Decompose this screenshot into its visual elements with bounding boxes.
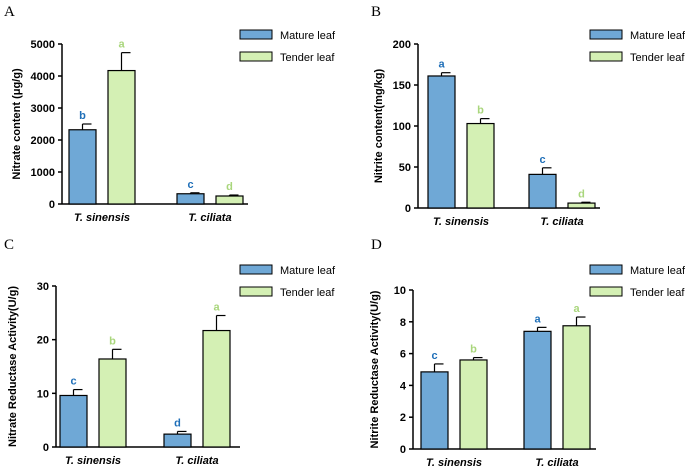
legend-label: Mature leaf [280,265,336,277]
mature-leaf-bar [528,173,557,209]
category-label: T. ciliata [540,216,583,228]
legend: Mature leaf Tender leaf [589,264,685,299]
y-tick-label: 5000 [31,39,55,51]
chart-panel-b: B 0 50 100 150 200 Nitrite content(mg/kg) a b T. … [371,4,685,228]
significance-letter: b [109,335,116,347]
y-axis-title: Nitrate Reductase Activity(U/g) [7,286,19,447]
legend-swatch-tender [589,286,623,297]
legend-label: Tender leaf [630,52,685,64]
legend-swatch-mature [589,29,623,40]
significance-letter: a [573,303,580,315]
tender-leaf-bar [202,329,231,448]
y-axis-title: Nitrite Reductase Activity(U/g) [369,290,381,448]
y-tick-label: 10 [394,285,406,297]
mature-leaf-bar [427,75,456,209]
y-tick-label: 0 [49,199,55,211]
legend-label: Tender leaf [630,287,685,299]
tender-leaf-bar [107,69,136,205]
significance-letter: c [431,350,437,362]
tender-leaf-bar [215,195,244,205]
panel-letter: A [4,4,15,20]
y-tick-label: 20 [37,335,49,347]
category-label: T. ciliata [188,212,231,224]
y-tick-label: 150 [393,80,411,92]
significance-letter: c [539,154,545,166]
significance-letter: d [578,188,585,200]
legend-label: Tender leaf [280,287,335,299]
tender-leaf-bar [562,325,591,450]
mature-leaf-bar [163,433,192,448]
panel-letter: D [371,237,382,253]
y-tick-label: 30 [37,281,49,293]
y-tick-label: 2 [400,412,406,424]
significance-letter: b [79,110,86,122]
mature-leaf-bar [420,371,449,450]
tender-leaf-bar [459,359,488,450]
y-tick-label: 0 [400,444,406,456]
legend-swatch-mature [239,264,273,275]
y-tick-label: 0 [405,203,411,215]
tender-leaf-bar [567,202,596,209]
legend-label: Mature leaf [630,30,685,42]
significance-letter: c [70,376,76,388]
significance-letter: b [470,344,477,356]
legend-label: Tender leaf [280,52,335,64]
significance-letter: d [226,181,233,193]
legend: Mature leaf Tender leaf [589,29,685,64]
mature-leaf-bar [176,193,205,205]
legend-swatch-tender [589,51,623,62]
y-tick-label: 1000 [31,167,55,179]
panel-letter: C [4,237,14,253]
chart-panel-d: D 0 2 4 6 8 10 Nitrite Reductase Activity(U/g) c… [369,237,685,469]
y-tick-label: 4000 [31,71,55,83]
legend-swatch-tender [239,286,273,297]
mature-leaf-bar [523,330,552,450]
y-tick-label: 100 [393,121,411,133]
significance-letter: a [118,39,125,51]
legend-swatch-tender [239,51,273,62]
y-axis-title: Nitrite content(mg/kg) [373,69,385,184]
legend-label: Mature leaf [280,30,336,42]
legend: Mature leaf Tender leaf [239,264,336,299]
category-label: T. sinensis [74,212,130,224]
significance-letter: a [438,59,445,71]
legend-label: Mature leaf [630,265,685,277]
significance-letter: b [477,105,484,117]
y-tick-label: 6 [400,349,406,361]
y-tick-label: 4 [400,380,407,392]
y-tick-label: 8 [400,317,406,329]
legend: Mature leaf Tender leaf [239,29,336,64]
y-tick-label: 0 [43,442,49,454]
chart-panel-c: C 0 10 20 30 Nitrate Reductase Activity(U/g) c… [4,237,336,467]
y-tick-label: 3000 [31,103,55,115]
tender-leaf-bar [98,358,127,448]
panel-letter: B [371,4,381,20]
legend-swatch-mature [589,264,623,275]
significance-letter: a [213,302,220,314]
tender-leaf-bar [466,122,495,209]
y-tick-label: 10 [37,388,49,400]
category-label: T. ciliata [535,457,578,469]
chart-panel-a: A 0 1000 2000 3000 4000 5000 Nitrate content (μ… [4,4,336,224]
significance-letter: a [534,313,541,325]
category-label: T. sinensis [65,455,121,467]
y-axis-title: Nitrate content (μg/g) [11,68,23,180]
category-label: T. sinensis [426,457,482,469]
y-tick-label: 2000 [31,135,55,147]
y-tick-label: 50 [399,162,411,174]
mature-leaf-bar [68,129,97,205]
y-tick-label: 200 [393,39,411,51]
category-label: T. sinensis [433,216,489,228]
significance-letter: c [187,179,193,191]
legend-swatch-mature [239,29,273,40]
category-label: T. ciliata [175,455,218,467]
mature-leaf-bar [59,394,88,448]
significance-letter: d [174,417,181,429]
